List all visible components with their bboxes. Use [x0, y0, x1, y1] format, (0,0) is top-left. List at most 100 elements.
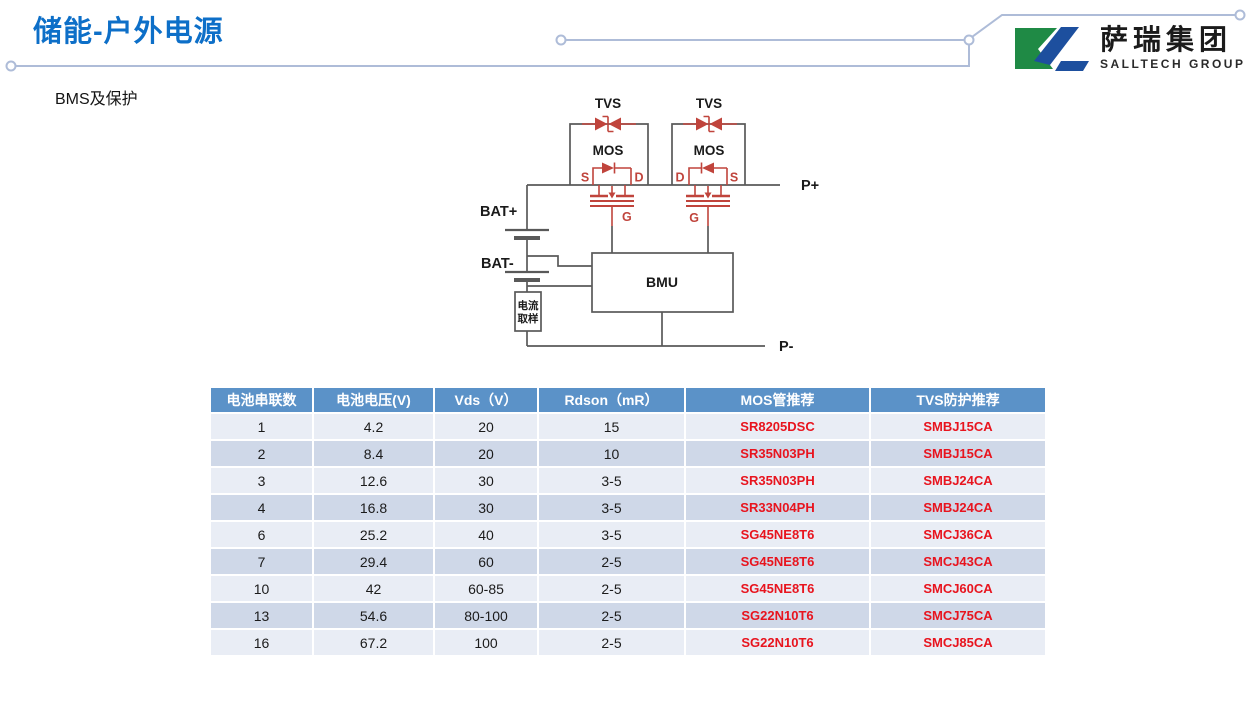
cell-battery-voltage: 42 — [312, 574, 435, 603]
cell-rdson: 10 — [537, 439, 686, 468]
mosfet2-arrow-icon — [704, 192, 712, 199]
cell-vds: 80-100 — [433, 601, 539, 630]
logo-green-shape — [1015, 28, 1057, 69]
logo-mark-icon — [1015, 27, 1089, 71]
bat-plus-label: BAT+ — [480, 204, 517, 220]
bms-circuit-diagram: S D G D S G TVS TVS MOS MOS BAT+ BAT- BM… — [480, 96, 819, 355]
recommendation-table: 电池串联数 电池电压(V) Vds（V） Rdson（mR） MOS管推荐 TV… — [209, 386, 1047, 657]
cell-vds: 30 — [433, 466, 539, 495]
mosfet-terminal-labels: S D G D S G — [581, 171, 738, 226]
cell-battery-series: 16 — [209, 628, 314, 657]
table-row: 3 12.6 30 3-5 SR35N03PH SMBJ24CA — [209, 466, 1047, 495]
cell-rdson: 2-5 — [537, 628, 686, 657]
mos1-gate-label: G — [622, 210, 632, 224]
mosfet2-body-diode-icon — [702, 162, 714, 174]
company-logo: 萨瑞集团 SALLTECH GROUP — [1013, 24, 1245, 74]
cell-battery-voltage: 54.6 — [312, 601, 435, 630]
bmu-label: BMU — [646, 274, 678, 290]
circuit-labels: TVS TVS MOS MOS BAT+ BAT- BMU P+ P- 电流 取… — [480, 96, 819, 355]
table-row: 2 8.4 20 10 SR35N03PH SMBJ15CA — [209, 439, 1047, 468]
cell-mos-recommendation: SG22N10T6 — [684, 601, 871, 630]
table-row: 1 4.2 20 15 SR8205DSC SMBJ15CA — [209, 412, 1047, 441]
mos2-drain-label: D — [675, 171, 684, 185]
mos2-label: MOS — [694, 143, 725, 158]
cell-tvs-recommendation: SMBJ15CA — [869, 412, 1047, 441]
mos1-drain-label: D — [634, 171, 643, 185]
cell-tvs-recommendation: SMCJ43CA — [869, 547, 1047, 576]
tvs2-bar — [703, 115, 715, 133]
circuit-wires — [505, 123, 780, 347]
cell-vds: 20 — [433, 439, 539, 468]
mosfet1-body-diode-icon — [602, 162, 614, 174]
tvs-symbols — [582, 115, 737, 133]
trace-node-icon — [5, 60, 17, 72]
tvs1-diode-icon — [608, 117, 621, 131]
cell-tvs-recommendation: SMCJ36CA — [869, 520, 1047, 549]
cell-tvs-recommendation: SMBJ24CA — [869, 493, 1047, 522]
header-mos-recommendation: MOS管推荐 — [684, 386, 871, 414]
cell-tvs-recommendation: SMBJ15CA — [869, 439, 1047, 468]
table-header-row: 电池串联数 电池电压(V) Vds（V） Rdson（mR） MOS管推荐 TV… — [209, 386, 1047, 414]
bat-minus-label: BAT- — [481, 256, 514, 272]
p-minus-label: P- — [779, 339, 794, 355]
mosfet1-symbol — [590, 162, 634, 226]
cell-battery-voltage: 8.4 — [312, 439, 435, 468]
cell-tvs-recommendation: SMCJ60CA — [869, 574, 1047, 603]
cell-mos-recommendation: SG45NE8T6 — [684, 547, 871, 576]
cell-battery-series: 7 — [209, 547, 314, 576]
section-subtitle: BMS及保护 — [55, 91, 138, 108]
logo-company-name-en: SALLTECH GROUP — [1100, 57, 1246, 72]
table-body: 1 4.2 20 15 SR8205DSC SMBJ15CA 2 8.4 20 … — [209, 412, 1047, 657]
mos1-source-label: S — [581, 171, 589, 185]
cell-vds: 60 — [433, 547, 539, 576]
header-battery-series: 电池串联数 — [209, 386, 314, 414]
cell-rdson: 15 — [537, 412, 686, 441]
table-row: 13 54.6 80-100 2-5 SG22N10T6 SMCJ75CA — [209, 601, 1047, 630]
cell-mos-recommendation: SR33N04PH — [684, 493, 871, 522]
cell-battery-series: 4 — [209, 493, 314, 522]
cell-battery-series: 1 — [209, 412, 314, 441]
mosfet1-arrow-icon — [608, 192, 616, 199]
tvs1-label: TVS — [595, 96, 621, 111]
cell-vds: 20 — [433, 412, 539, 441]
cell-rdson: 3-5 — [537, 520, 686, 549]
cell-mos-recommendation: SG45NE8T6 — [684, 574, 871, 603]
logo-company-name: 萨瑞集团 — [1100, 24, 1233, 55]
p-plus-label: P+ — [801, 178, 819, 194]
cell-tvs-recommendation: SMCJ85CA — [869, 628, 1047, 657]
cell-rdson: 3-5 — [537, 466, 686, 495]
cell-tvs-recommendation: SMCJ75CA — [869, 601, 1047, 630]
trace-line-top — [971, 14, 1236, 38]
cell-vds: 60-85 — [433, 574, 539, 603]
cell-mos-recommendation: SR8205DSC — [684, 412, 871, 441]
logo-blue-dash — [1055, 61, 1089, 71]
cell-rdson: 2-5 — [537, 601, 686, 630]
table-row: 16 67.2 100 2-5 SG22N10T6 SMCJ85CA — [209, 628, 1047, 657]
header-rdson: Rdson（mR） — [537, 386, 686, 414]
trace-node-icon — [963, 34, 975, 46]
cell-battery-series: 13 — [209, 601, 314, 630]
cell-battery-voltage: 12.6 — [312, 466, 435, 495]
cell-rdson: 3-5 — [537, 493, 686, 522]
page-title: 储能-户外电源 — [33, 16, 224, 48]
tvs1-diode-icon — [595, 117, 608, 131]
cell-mos-recommendation: SG22N10T6 — [684, 628, 871, 657]
bmu-sense-wire-1 — [527, 255, 592, 267]
cell-tvs-recommendation: SMBJ24CA — [869, 466, 1047, 495]
cell-vds: 100 — [433, 628, 539, 657]
tvs1-bar — [602, 115, 614, 133]
cell-battery-voltage: 29.4 — [312, 547, 435, 576]
cell-battery-voltage: 67.2 — [312, 628, 435, 657]
cell-battery-series: 10 — [209, 574, 314, 603]
trace-node-icon — [1234, 9, 1246, 21]
cell-rdson: 2-5 — [537, 574, 686, 603]
current-sample-box — [514, 291, 542, 332]
cell-mos-recommendation: SR35N03PH — [684, 439, 871, 468]
cell-battery-voltage: 25.2 — [312, 520, 435, 549]
current-sample-label-line1: 电流 — [518, 299, 539, 312]
connector-trace-decoration — [5, 9, 1246, 72]
mos2-gate-label: G — [689, 211, 699, 225]
tvs2-label: TVS — [696, 96, 722, 111]
cell-battery-series: 2 — [209, 439, 314, 468]
